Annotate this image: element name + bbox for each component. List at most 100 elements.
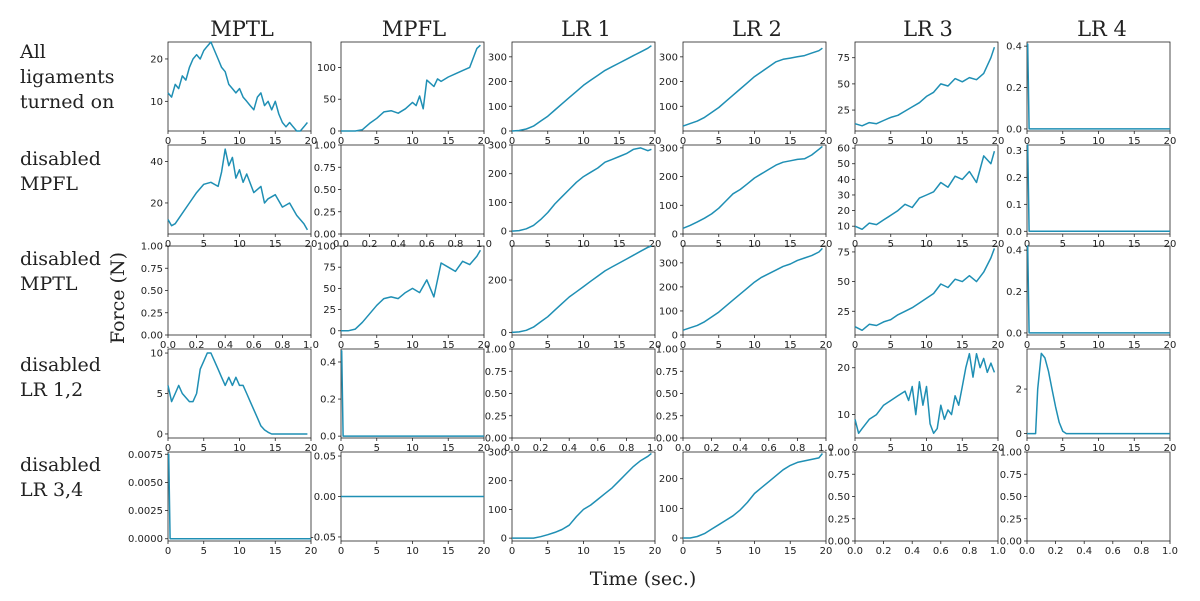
x-tick-label: 20 — [1164, 136, 1177, 147]
y-tick-label: 200 — [659, 282, 678, 293]
y-tick-label: 20 — [150, 54, 163, 65]
y-tick-label: 100 — [659, 306, 678, 317]
x-tick-label: 10 — [406, 136, 419, 147]
x-tick-label: 20 — [305, 443, 318, 454]
y-tick-label: 300 — [488, 448, 507, 459]
force-series-line — [340, 350, 484, 437]
y-tick-label: 20 — [837, 363, 850, 374]
y-tick-label: 0.0000 — [128, 534, 163, 545]
row-label-disabled-mptl-line-2: MPTL — [20, 273, 78, 295]
x-tick-label: 0.8 — [618, 443, 634, 454]
x-tick-label: 5 — [888, 136, 894, 147]
y-axis-title: Force (N) — [107, 252, 129, 344]
y-tick-label: 0.25 — [1000, 514, 1022, 525]
row-label-disabled-mpfl-line-2: MPFL — [20, 173, 78, 195]
x-tick-label: 10 — [233, 136, 246, 147]
x-tick-label: 15 — [956, 443, 969, 454]
y-tick-label: 0.2 — [1006, 83, 1022, 94]
x-tick-label: 15 — [784, 340, 797, 351]
subplot-r4-c1: 0 5 10 15 20 -0.05 0.00 0.05 — [310, 452, 490, 557]
y-tick-label: 0.25 — [141, 308, 163, 319]
y-tick-label: 40 — [150, 157, 163, 168]
force-series-line — [854, 46, 996, 127]
x-tick-label: 0 — [1024, 136, 1030, 147]
y-tick-label: 0.0 — [1006, 328, 1022, 339]
force-series-line — [512, 452, 652, 539]
axes-frame — [167, 451, 312, 542]
y-tick-label: 0.50 — [828, 492, 850, 503]
x-tick-label: 20 — [992, 239, 1005, 250]
axes-frame — [340, 348, 485, 439]
y-tick-label: 25 — [837, 106, 850, 117]
y-tick-label: 0.2 — [1006, 173, 1022, 184]
x-tick-label: 0 — [1024, 239, 1030, 250]
x-tick-label: 0 — [852, 443, 858, 454]
y-tick-label: 1.00 — [314, 141, 336, 152]
column-title: MPTL — [210, 17, 274, 41]
x-tick-label: 0.2 — [362, 239, 378, 250]
subplot-r4-c4: 0.0 0.2 0.4 0.6 0.8 1.0 0.00 0.25 0.50 0.75 1.00 — [828, 448, 1006, 558]
x-tick-label: 0.2 — [533, 443, 549, 454]
axes-frame — [167, 348, 312, 439]
y-tick-label: 0.50 — [314, 185, 336, 196]
x-tick-label: 20 — [305, 239, 318, 250]
x-tick-label: 5 — [374, 340, 380, 351]
y-tick-label: -0.05 — [310, 532, 336, 543]
y-tick-label: 100 — [488, 102, 507, 113]
y-tick-label: 0.4 — [1006, 246, 1022, 257]
x-tick-label: 10 — [233, 239, 246, 250]
x-tick-label: 0.0 — [504, 443, 520, 454]
x-tick-label: 10 — [406, 546, 419, 557]
y-tick-label: 0.50 — [1000, 492, 1022, 503]
subplot-r0-c5: 0 5 10 15 20 0.0 0.2 0.4 — [1006, 41, 1177, 147]
x-tick-label: 15 — [1128, 340, 1141, 351]
x-tick-label: 15 — [784, 136, 797, 147]
y-tick-label: 0.00 — [141, 331, 163, 342]
x-tick-label: 0.4 — [217, 340, 233, 351]
subplot-r3-c3: 0.0 0.2 0.4 0.6 0.8 1.0 0.00 0.25 0.50 0.75 1.00 — [656, 345, 834, 455]
x-tick-label: 10 — [406, 340, 419, 351]
y-tick-label: 0.50 — [485, 389, 507, 400]
y-tick-label: 200 — [488, 276, 507, 287]
y-tick-label: 0 — [330, 326, 336, 337]
y-tick-label: 0 — [672, 331, 678, 342]
x-tick-label: 20 — [1164, 239, 1177, 250]
axes-frame — [854, 451, 999, 542]
x-tick-label: 0.0 — [847, 546, 863, 557]
subplot-r3-c4: 0 5 10 15 20 10 20 — [837, 348, 1004, 454]
subplot-r3-c5: 0 5 10 15 20 0 2 — [1016, 348, 1176, 454]
x-tick-label: 0 — [509, 136, 515, 147]
x-tick-label: 0 — [165, 443, 171, 454]
y-tick-label: 0.50 — [656, 389, 678, 400]
x-tick-label: 1.0 — [990, 546, 1006, 557]
x-tick-label: 0.6 — [1105, 546, 1121, 557]
subplot-r1-c5: 0 5 10 15 20 0.0 0.1 0.2 0.3 — [1006, 144, 1177, 250]
y-tick-label: 0 — [501, 227, 507, 238]
x-tick-label: 15 — [956, 239, 969, 250]
y-tick-label: 0.75 — [656, 367, 678, 378]
x-tick-label: 0 — [509, 546, 515, 557]
x-tick-label: 5 — [888, 239, 894, 250]
x-tick-label: 1.0 — [1162, 546, 1178, 557]
x-tick-label: 0.0 — [333, 239, 349, 250]
y-tick-label: 200 — [488, 169, 507, 180]
axes-frame — [1026, 144, 1171, 235]
x-tick-label: 20 — [478, 546, 491, 557]
x-tick-label: 0.2 — [876, 546, 892, 557]
axes-frame — [682, 451, 827, 542]
axes-frame — [511, 245, 656, 336]
x-tick-label: 0.6 — [419, 239, 435, 250]
y-tick-label: 0 — [672, 534, 678, 545]
x-tick-label: 0 — [1024, 340, 1030, 351]
y-tick-label: 1.00 — [656, 345, 678, 356]
row-label-disabled-lr34-line-1: disabled — [20, 454, 101, 476]
force-series-line — [341, 249, 482, 332]
subplot-r0-c0: 0 5 10 15 20 10 20 — [150, 41, 317, 147]
column-title: LR 2 — [732, 17, 782, 41]
y-tick-label: 0.75 — [1000, 470, 1022, 481]
x-tick-label: 0 — [680, 239, 686, 250]
